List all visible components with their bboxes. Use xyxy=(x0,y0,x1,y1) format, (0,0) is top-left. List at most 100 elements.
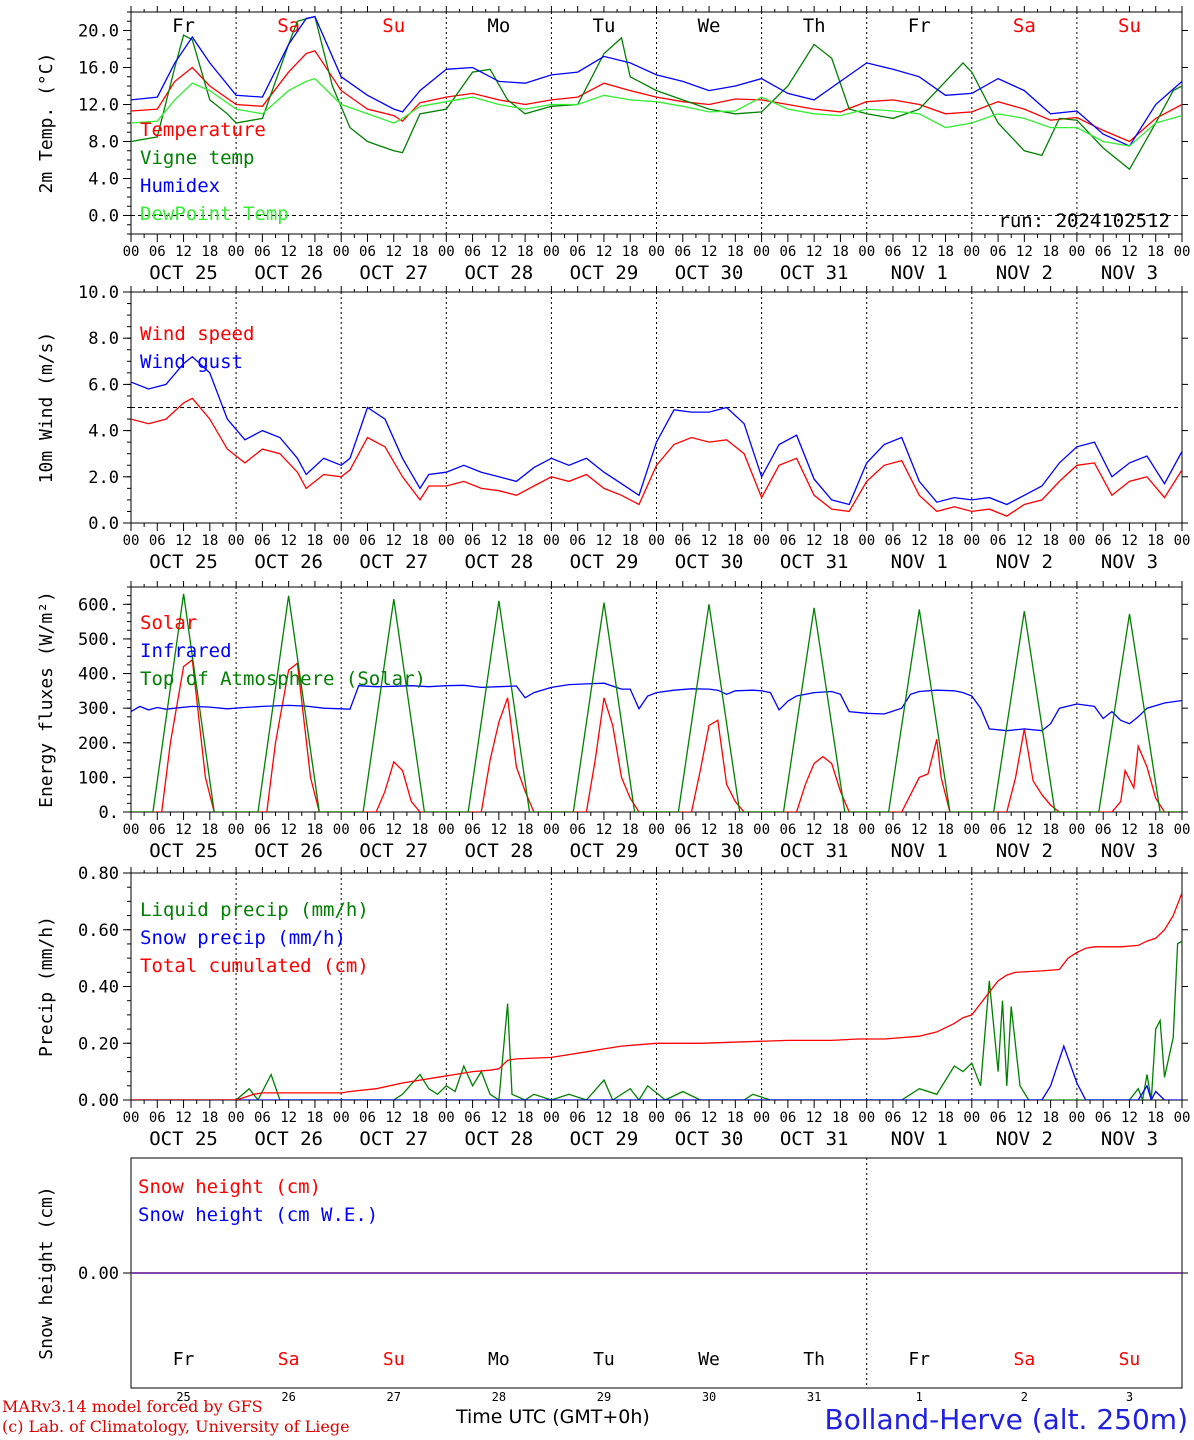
y-tick-label: 200. xyxy=(78,734,119,754)
y-tick-label: 6.0 xyxy=(88,375,119,395)
y-axis-label: Snow height (cm) xyxy=(36,1186,57,1359)
series-line-temperature xyxy=(131,50,1182,143)
x-date-label: OCT 29 xyxy=(570,262,639,284)
y-tick-label: 4.0 xyxy=(88,170,119,190)
day-abbr-label: Su xyxy=(383,1349,405,1370)
x-hour-label: 06 xyxy=(464,822,481,838)
x-hour-label: 06 xyxy=(149,244,166,260)
x-hour-label: 00 xyxy=(1068,1110,1085,1126)
series-line-liquid-precip-mm-h xyxy=(131,940,1182,1100)
x-hour-label: 06 xyxy=(464,533,481,549)
x-hour-label: 06 xyxy=(359,244,376,260)
x-hour-label: 18 xyxy=(306,822,323,838)
legend-entry: Snow height (cm) xyxy=(138,1176,321,1198)
x-hour-label: 12 xyxy=(175,1110,192,1126)
x-hour-label: 18 xyxy=(832,244,849,260)
x-hour-label: 00 xyxy=(1174,533,1191,549)
x-hour-label: 12 xyxy=(911,822,928,838)
x-hour-label: 12 xyxy=(1016,1110,1033,1126)
x-hour-label: 00 xyxy=(333,1110,350,1126)
x-hour-label: 06 xyxy=(990,533,1007,549)
x-date-label: NOV 1 xyxy=(891,262,948,284)
x-hour-label: 18 xyxy=(201,533,218,549)
run-label: run: 2024102512 xyxy=(998,210,1170,232)
panel-2: 0.0 2.0 4.0 6.0 8.0 10.0 10m Wind (m/s) 00 06 12 1… xyxy=(36,283,1191,573)
x-hour-label: 12 xyxy=(280,822,297,838)
day-abbr-label: Sa xyxy=(1013,15,1036,37)
y-tick-label: 0. xyxy=(99,803,119,823)
legend-entry: DewPoint Temp xyxy=(140,203,289,225)
y-tick-label: 0.20 xyxy=(78,1034,119,1054)
x-date-label: OCT 31 xyxy=(780,262,849,284)
x-hour-label: 18 xyxy=(937,822,954,838)
legend-entry: Liquid precip (mm/h) xyxy=(140,899,369,921)
x-date-label: OCT 27 xyxy=(359,1128,428,1150)
y-tick-label: 8.0 xyxy=(88,133,119,153)
x-date-label: OCT 26 xyxy=(254,262,323,284)
x-hour-label: 18 xyxy=(727,533,744,549)
day-abbr-label: Fr xyxy=(173,1349,195,1370)
day-abbr-label: Sa xyxy=(277,15,300,37)
day-abbr-label: Fr xyxy=(908,1349,930,1370)
station-name: Bolland-Herve (alt. 250m) xyxy=(824,1403,1188,1436)
x-hour-label: 12 xyxy=(385,533,402,549)
y-tick-label: 0.40 xyxy=(78,978,119,998)
x-date-label: OCT 29 xyxy=(570,1128,639,1150)
x-hour-label: 18 xyxy=(727,244,744,260)
x-hour-label: 06 xyxy=(569,1110,586,1126)
x-hour-label: 06 xyxy=(674,533,691,549)
x-hour-label: 12 xyxy=(1121,822,1138,838)
day-abbr-label: Mo xyxy=(487,15,510,37)
x-hour-label: 18 xyxy=(412,1110,429,1126)
x-date-label: OCT 27 xyxy=(359,551,428,573)
x-hour-label: 12 xyxy=(806,244,823,260)
day-number-label: 28 xyxy=(492,1390,506,1404)
x-hour-label: 12 xyxy=(490,822,507,838)
x-hour-label: 00 xyxy=(963,822,980,838)
x-hour-label: 06 xyxy=(359,822,376,838)
x-hour-label: 00 xyxy=(228,822,245,838)
x-hour-label: 06 xyxy=(359,1110,376,1126)
x-date-label: OCT 25 xyxy=(149,840,218,862)
x-hour-label: 06 xyxy=(885,822,902,838)
y-tick-label: 0.00 xyxy=(78,1264,119,1284)
x-hour-label: 18 xyxy=(832,1110,849,1126)
x-hour-label: 12 xyxy=(1016,533,1033,549)
day-number-label: 30 xyxy=(702,1390,716,1404)
x-hour-label: 00 xyxy=(438,533,455,549)
x-date-label: OCT 28 xyxy=(465,262,534,284)
y-tick-label: 0.60 xyxy=(78,921,119,941)
day-abbr-label: Tu xyxy=(593,1349,615,1370)
y-tick-label: 16.0 xyxy=(78,59,119,79)
x-date-label: OCT 30 xyxy=(675,1128,744,1150)
x-hour-label: 00 xyxy=(123,822,140,838)
x-hour-label: 06 xyxy=(254,822,271,838)
x-hour-label: 18 xyxy=(622,244,639,260)
x-hour-label: 12 xyxy=(385,244,402,260)
x-hour-label: 12 xyxy=(701,244,718,260)
x-date-label: OCT 27 xyxy=(359,840,428,862)
y-tick-label: 0.00 xyxy=(78,1091,119,1111)
x-date-label: OCT 26 xyxy=(254,1128,323,1150)
legend-entry: Snow height (cm W.E.) xyxy=(138,1204,378,1226)
x-hour-label: 00 xyxy=(1174,822,1191,838)
x-hour-label: 06 xyxy=(149,822,166,838)
x-hour-label: 18 xyxy=(1042,533,1059,549)
y-axis-label: Energy fluxes (W/m²) xyxy=(36,591,57,808)
x-hour-label: 18 xyxy=(517,244,534,260)
day-abbr-label: Su xyxy=(1119,1349,1141,1370)
x-hour-label: 12 xyxy=(490,533,507,549)
x-date-label: OCT 31 xyxy=(780,551,849,573)
y-tick-label: 8.0 xyxy=(88,329,119,349)
x-hour-label: 00 xyxy=(648,1110,665,1126)
series-line-humidex xyxy=(131,15,1182,147)
legend-entry: Humidex xyxy=(140,175,220,197)
x-hour-label: 06 xyxy=(779,1110,796,1126)
lab-credit: (c) Lab. of Climatology, University of L… xyxy=(2,1417,350,1436)
x-hour-label: 06 xyxy=(569,533,586,549)
x-hour-label: 06 xyxy=(990,1110,1007,1126)
x-hour-label: 00 xyxy=(753,1110,770,1126)
x-hour-label: 06 xyxy=(1095,244,1112,260)
legend-entry: Top of Atmosphere (Solar) xyxy=(140,668,426,690)
x-hour-label: 06 xyxy=(254,533,271,549)
